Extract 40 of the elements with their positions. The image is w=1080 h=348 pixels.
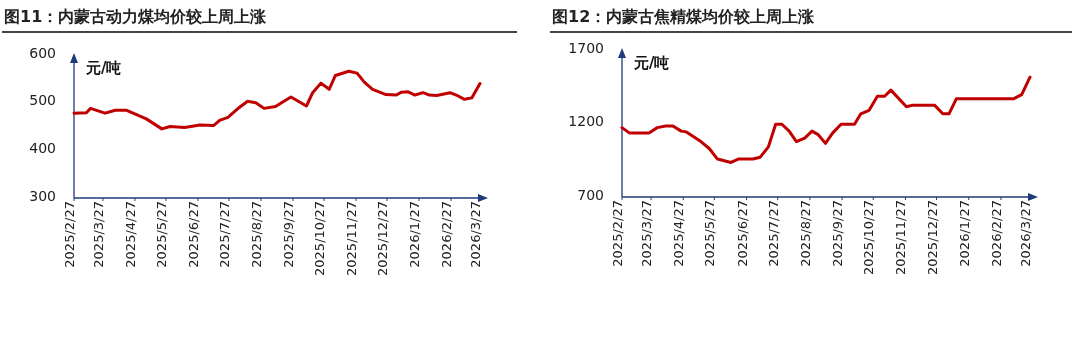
x-tick-label: 2025/12/27 bbox=[924, 200, 940, 275]
x-tick-label: 2025/9/27 bbox=[281, 201, 297, 268]
x-tick-label: 2025/6/27 bbox=[185, 201, 201, 268]
x-tick-label: 2026/2/27 bbox=[988, 200, 1004, 267]
y-tick-label: 600 bbox=[29, 44, 56, 61]
x-tick-label: 2026/3/27 bbox=[468, 201, 483, 268]
chart-title: 图11：内蒙古动力煤均价较上周上涨 bbox=[4, 7, 268, 26]
x-tick-label: 2025/10/27 bbox=[861, 200, 877, 275]
x-tick-label: 2025/4/27 bbox=[671, 200, 687, 267]
x-tick-label: 2026/2/27 bbox=[439, 201, 455, 268]
x-tick-label: 2025/3/27 bbox=[90, 201, 106, 268]
x-tick-label: 2025/6/27 bbox=[734, 200, 750, 267]
y-tick-label: 1200 bbox=[568, 113, 604, 130]
y-axis-title: 元/吨 bbox=[85, 59, 122, 77]
x-tick-label: 2025/8/27 bbox=[248, 201, 264, 268]
y-axis-title: 元/吨 bbox=[633, 54, 670, 72]
y-tick-label: 500 bbox=[29, 92, 56, 109]
x-tick-label: 2025/2/27 bbox=[610, 200, 625, 267]
x-tick-label: 2025/3/27 bbox=[639, 200, 655, 267]
x-tick-label: 2026/1/27 bbox=[407, 201, 423, 268]
y-tick-label: 300 bbox=[29, 187, 56, 204]
x-tick-label: 2025/11/27 bbox=[893, 200, 909, 275]
x-tick-label: 2025/9/27 bbox=[830, 200, 846, 267]
x-tick-label: 2025/7/27 bbox=[765, 200, 781, 267]
y-tick-label: 400 bbox=[29, 139, 56, 156]
x-tick-label: 2026/3/27 bbox=[1018, 200, 1033, 267]
x-tick-label: 2025/10/27 bbox=[312, 201, 328, 276]
x-tick-label: 2025/11/27 bbox=[344, 201, 360, 276]
y-tick-label: 700 bbox=[577, 186, 604, 203]
x-tick-label: 2026/1/27 bbox=[956, 200, 972, 267]
y-tick-label: 1700 bbox=[568, 39, 604, 56]
x-tick-label: 2025/7/27 bbox=[216, 201, 232, 268]
x-tick-label: 2025/8/27 bbox=[797, 200, 813, 267]
x-tick-label: 2025/4/27 bbox=[122, 201, 138, 268]
x-tick-label: 2025/2/27 bbox=[62, 201, 77, 268]
x-tick-label: 2025/5/27 bbox=[702, 200, 718, 267]
chart-title: 图12：内蒙古焦精煤均价较上周上涨 bbox=[552, 7, 816, 26]
x-tick-label: 2025/12/27 bbox=[375, 201, 391, 276]
line-series bbox=[620, 75, 1032, 164]
x-tick-label: 2025/5/27 bbox=[153, 201, 169, 268]
